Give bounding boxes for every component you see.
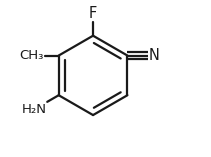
Text: N: N [149,48,160,63]
Text: CH₃: CH₃ [19,49,43,62]
Text: H₂N: H₂N [22,103,46,116]
Text: F: F [89,6,97,21]
